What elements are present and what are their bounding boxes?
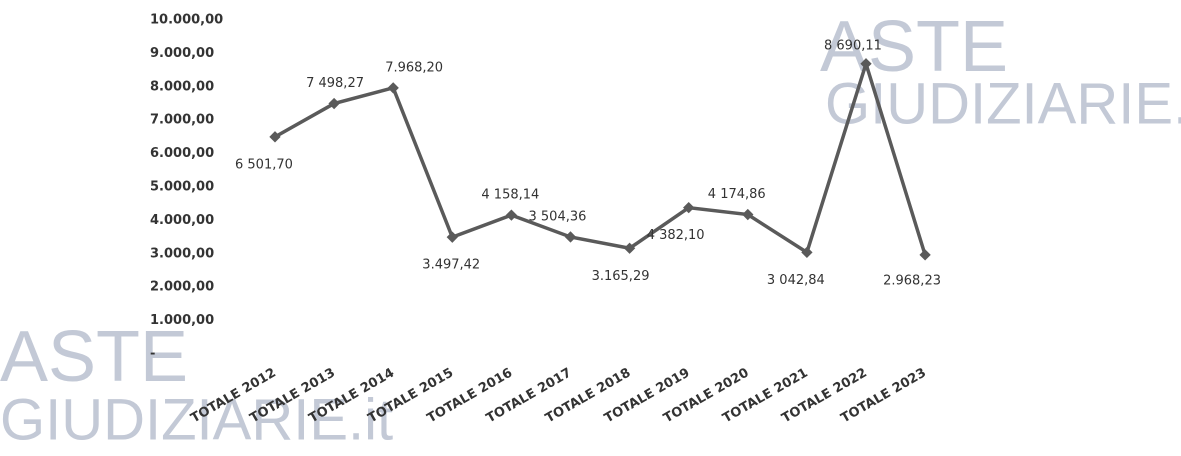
value-label: 3 042,84 bbox=[767, 273, 825, 288]
marker bbox=[505, 209, 518, 221]
y-tick-label: 7.000,00 bbox=[150, 113, 214, 128]
value-label: 7.968,20 bbox=[385, 60, 443, 75]
value-label: 3.165,29 bbox=[592, 269, 650, 284]
marker bbox=[623, 242, 636, 254]
value-label: 3.497,42 bbox=[422, 258, 480, 273]
marker bbox=[919, 249, 931, 261]
y-tick-label: - bbox=[150, 347, 155, 362]
marker bbox=[683, 201, 695, 214]
watermark: ASTE bbox=[0, 317, 188, 397]
marker bbox=[387, 82, 399, 94]
value-label: 4 174,86 bbox=[708, 187, 766, 202]
marker bbox=[564, 231, 577, 243]
value-label: 2.968,23 bbox=[883, 273, 941, 288]
value-label: 8 690,11 bbox=[824, 38, 882, 53]
value-label: 3 504,36 bbox=[529, 209, 587, 224]
marker bbox=[742, 208, 754, 221]
marker bbox=[269, 131, 281, 143]
y-tick-label: 10.000,00 bbox=[150, 13, 223, 28]
value-label: 6 501,70 bbox=[235, 157, 293, 172]
y-tick-label: 4.000,00 bbox=[150, 213, 214, 228]
y-tick-label: 6.000,00 bbox=[150, 146, 214, 161]
value-label: 7 498,27 bbox=[306, 76, 364, 91]
value-label: 4 382,10 bbox=[647, 228, 705, 243]
y-tick-label: 3.000,00 bbox=[150, 246, 214, 261]
value-label: 4 158,14 bbox=[481, 188, 539, 203]
y-tick-label: 5.000,00 bbox=[150, 180, 214, 195]
watermark: GIUDIZIARIE.it bbox=[0, 387, 393, 452]
y-tick-label: 1.000,00 bbox=[150, 313, 214, 328]
y-tick-label: 2.000,00 bbox=[150, 280, 214, 295]
marker bbox=[860, 58, 872, 70]
line bbox=[274, 57, 927, 256]
watermark: ASTE bbox=[820, 7, 1008, 87]
marker bbox=[446, 231, 458, 243]
y-tick-label: 9.000,00 bbox=[150, 46, 214, 61]
marker bbox=[801, 246, 813, 259]
y-tick-label: 8.000,00 bbox=[150, 79, 214, 94]
